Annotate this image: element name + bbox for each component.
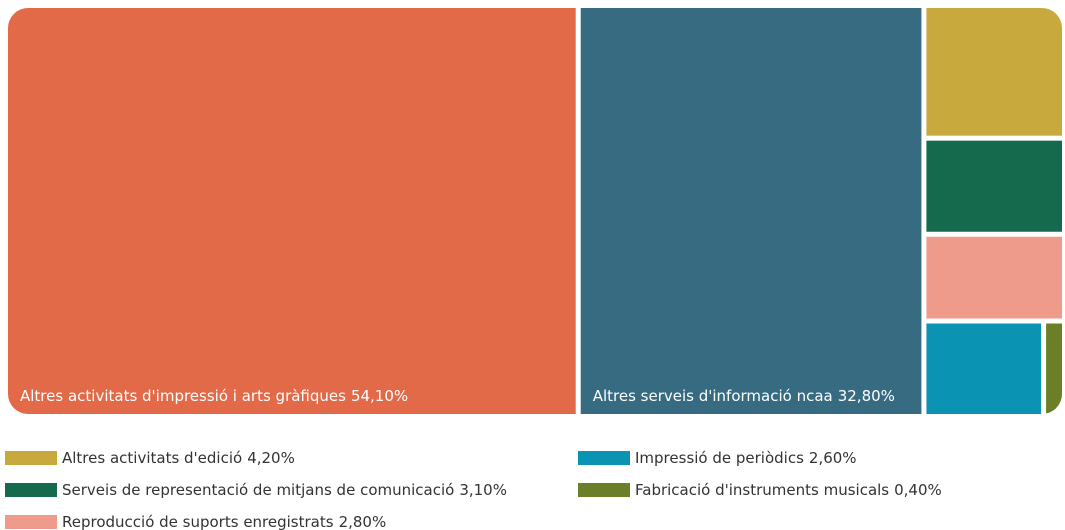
treemap: [8, 8, 1062, 414]
tile-value: 32,80%: [838, 387, 895, 405]
tile: [926, 236, 1062, 319]
legend-swatch: [5, 483, 57, 497]
legend-name: Fabricació d'instruments musicals: [635, 481, 889, 499]
tile: [926, 8, 1062, 136]
tile-label: Altres activitats d'impressió i arts grà…: [20, 387, 408, 405]
tile: [1046, 323, 1062, 414]
legend-label: Impressió de periòdics 2,60%: [635, 449, 857, 467]
legend-label: Altres activitats d'edició 4,20%: [62, 449, 295, 467]
legend-swatch: [578, 451, 630, 465]
tile-name: Altres serveis d'informació ncaa: [593, 387, 833, 405]
legend: Altres activitats d'edició 4,20% Serveis d…: [5, 449, 942, 530]
tile-value: 54,10%: [351, 387, 408, 405]
tile: [8, 8, 576, 414]
tile: [926, 140, 1062, 232]
legend-swatch: [578, 483, 630, 497]
legend-name: Impressió de periòdics: [635, 449, 804, 467]
legend-name: Altres activitats d'edició: [62, 449, 242, 467]
legend-name: Serveis de representació de mitjans de c…: [62, 481, 454, 499]
legend-name: Reproducció de suports enregistrats: [62, 513, 334, 530]
legend-swatch: [5, 451, 57, 465]
tile: [926, 323, 1042, 414]
legend-value: 2,80%: [339, 513, 387, 530]
legend-label: Serveis de representació de mitjans de c…: [62, 481, 507, 499]
tile-name: Altres activitats d'impressió i arts grà…: [20, 387, 346, 405]
legend-label: Reproducció de suports enregistrats 2,80%: [62, 513, 386, 530]
legend-label: Fabricació d'instruments musicals 0,40%: [635, 481, 942, 499]
legend-value: 3,10%: [459, 481, 507, 499]
legend-value: 0,40%: [894, 481, 942, 499]
legend-value: 2,60%: [809, 449, 857, 467]
tile: [580, 8, 922, 414]
legend-swatch: [5, 515, 57, 529]
legend-value: 4,20%: [247, 449, 295, 467]
tile-label: Altres serveis d'informació ncaa 32,80%: [593, 387, 895, 405]
